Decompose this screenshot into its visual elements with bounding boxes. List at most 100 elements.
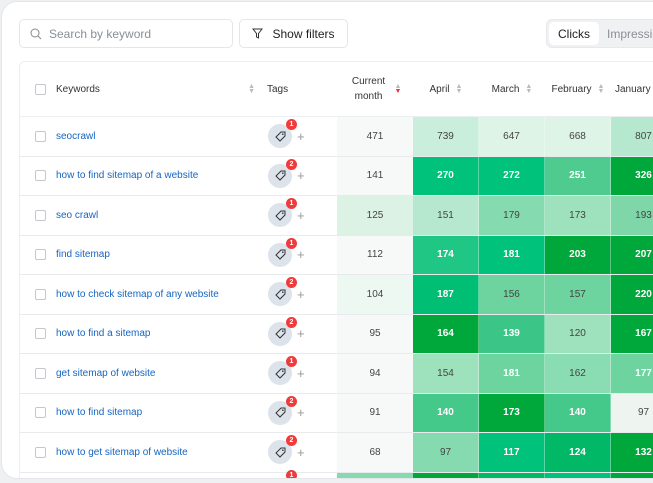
row-checkbox[interactable]: [35, 130, 46, 142]
month-cell: 207: [611, 235, 653, 274]
keyword-link[interactable]: [56, 473, 267, 479]
impressions-tab[interactable]: Impressions: [607, 26, 653, 41]
current-month-cell: [337, 472, 413, 478]
month-cell: 193: [611, 196, 653, 235]
row-checkbox[interactable]: [35, 288, 46, 300]
month-cell: 181: [479, 354, 545, 393]
table-header: Keywords ▲ ▼ Tags Current month ▲ ▼ April ▲ ▼ …: [20, 62, 653, 117]
table-row: how to find a sitemap 2 + 95 164 139 120 167: [20, 314, 653, 354]
keyword-link[interactable]: how to find sitemap: [56, 407, 143, 419]
keyword-link[interactable]: find sitemap: [56, 249, 110, 261]
keywords-header[interactable]: Keywords ▲ ▼: [56, 83, 267, 95]
month-cell: 117: [479, 433, 545, 472]
month-cell: 647: [479, 117, 545, 156]
month-header-february[interactable]: February ▲ ▼: [545, 83, 611, 95]
current-month-label: Current month: [351, 76, 386, 102]
month-cell: 140: [413, 393, 479, 432]
tag-count-badge: 1: [286, 469, 297, 478]
add-tag-icon[interactable]: +: [297, 326, 305, 342]
month-header-march[interactable]: March ▲ ▼: [479, 83, 545, 95]
current-month-cell: 141: [337, 156, 413, 195]
month-label: April: [429, 83, 450, 95]
sort-icon[interactable]: ▲ ▼: [455, 83, 463, 95]
keyword-link[interactable]: how to check sitemap of any website: [56, 288, 219, 300]
month-cell: 139: [479, 314, 545, 353]
add-tag-icon[interactable]: +: [297, 207, 305, 223]
month-cell: 140: [545, 393, 611, 432]
month-cell: 151: [413, 196, 479, 235]
current-month-cell: 104: [337, 275, 413, 314]
tags-cell: 2 +: [267, 275, 337, 314]
tag-count-badge: 1: [286, 198, 297, 209]
month-header-january[interactable]: January: [611, 84, 653, 95]
current-month-cell: 95: [337, 314, 413, 353]
show-filters-button[interactable]: Show filters: [239, 19, 348, 48]
add-tag-icon[interactable]: +: [297, 168, 305, 184]
table-row: get sitemap of website 1 + 94 154 181 162 177: [20, 354, 653, 394]
row-checkbox[interactable]: [35, 328, 46, 340]
month-label: January: [615, 83, 651, 95]
tag-count-badge: 2: [286, 435, 297, 446]
month-cell: 162: [545, 354, 611, 393]
month-cell: 179: [479, 196, 545, 235]
month-cell: 132: [611, 433, 653, 472]
add-tag-icon[interactable]: +: [297, 405, 305, 421]
row-checkbox[interactable]: [35, 209, 46, 221]
current-month-cell: 112: [337, 235, 413, 274]
sort-icon[interactable]: ▲ ▼: [597, 83, 605, 95]
show-filters-label: Show filters: [272, 26, 335, 41]
select-all-checkbox[interactable]: [35, 83, 46, 95]
row-checkbox[interactable]: [35, 446, 46, 458]
metric-toggle: Clicks Impressions: [546, 19, 653, 48]
keyword-link[interactable]: how to get sitemap of website: [56, 446, 188, 458]
month-cell: 124: [545, 433, 611, 472]
month-cell: [479, 472, 545, 478]
keyword-link[interactable]: how to find sitemap of a website: [56, 170, 199, 182]
add-tag-icon[interactable]: +: [297, 247, 305, 263]
tags-cell: 1 +: [267, 236, 337, 275]
row-checkbox[interactable]: [35, 367, 46, 379]
search-box[interactable]: [19, 19, 233, 48]
sort-icon[interactable]: ▲ ▼: [525, 83, 533, 95]
month-cell: 174: [413, 235, 479, 274]
tag-icon: [274, 210, 285, 221]
row-checkbox[interactable]: [35, 407, 46, 419]
tag-icon: [274, 289, 285, 300]
tag-icon: [274, 328, 285, 339]
table-row: how to get sitemap of website 2 + 68 97 117…: [20, 433, 653, 473]
search-input[interactable]: [49, 26, 219, 41]
row-checkbox[interactable]: [35, 249, 46, 261]
add-tag-icon[interactable]: +: [297, 365, 305, 381]
month-cell: 181: [479, 235, 545, 274]
current-month-cell: 94: [337, 354, 413, 393]
keyword-link[interactable]: how to find a sitemap: [56, 328, 151, 340]
table-row: find sitemap 1 + 112 174 181 203 207: [20, 235, 653, 275]
tag-icon: [274, 447, 285, 458]
keyword-link[interactable]: seo crawl: [56, 209, 99, 221]
sort-desc-icon[interactable]: ▲ ▼: [394, 83, 402, 95]
sort-icon[interactable]: ▲ ▼: [248, 83, 255, 95]
month-label: March: [491, 83, 520, 95]
keyword-link[interactable]: seocrawl: [56, 130, 96, 142]
month-cell: 220: [611, 275, 653, 314]
tag-icon: [274, 170, 285, 181]
month-cell: 164: [413, 314, 479, 353]
table-row: 1: [20, 469, 653, 479]
add-tag-icon[interactable]: +: [297, 286, 305, 302]
clicks-tab[interactable]: Clicks: [549, 22, 599, 45]
current-month-header[interactable]: Current month ▲ ▼: [337, 74, 413, 104]
current-month-cell: 471: [337, 117, 413, 156]
search-icon: [30, 28, 42, 39]
tag-count-badge: 1: [286, 119, 297, 130]
month-header-april[interactable]: April ▲ ▼: [413, 83, 479, 95]
tag-count-badge: 1: [286, 356, 297, 367]
keyword-link[interactable]: get sitemap of website: [56, 367, 156, 379]
add-tag-icon[interactable]: +: [297, 128, 305, 144]
add-tag-icon[interactable]: +: [297, 444, 305, 460]
table-row: seo crawl 1 + 125 151 179 173 193: [20, 196, 653, 236]
row-checkbox[interactable]: [35, 170, 46, 182]
month-cell: 97: [611, 393, 653, 432]
current-month-cell: 125: [337, 196, 413, 235]
month-cell: 154: [413, 354, 479, 393]
month-cell: 173: [479, 393, 545, 432]
